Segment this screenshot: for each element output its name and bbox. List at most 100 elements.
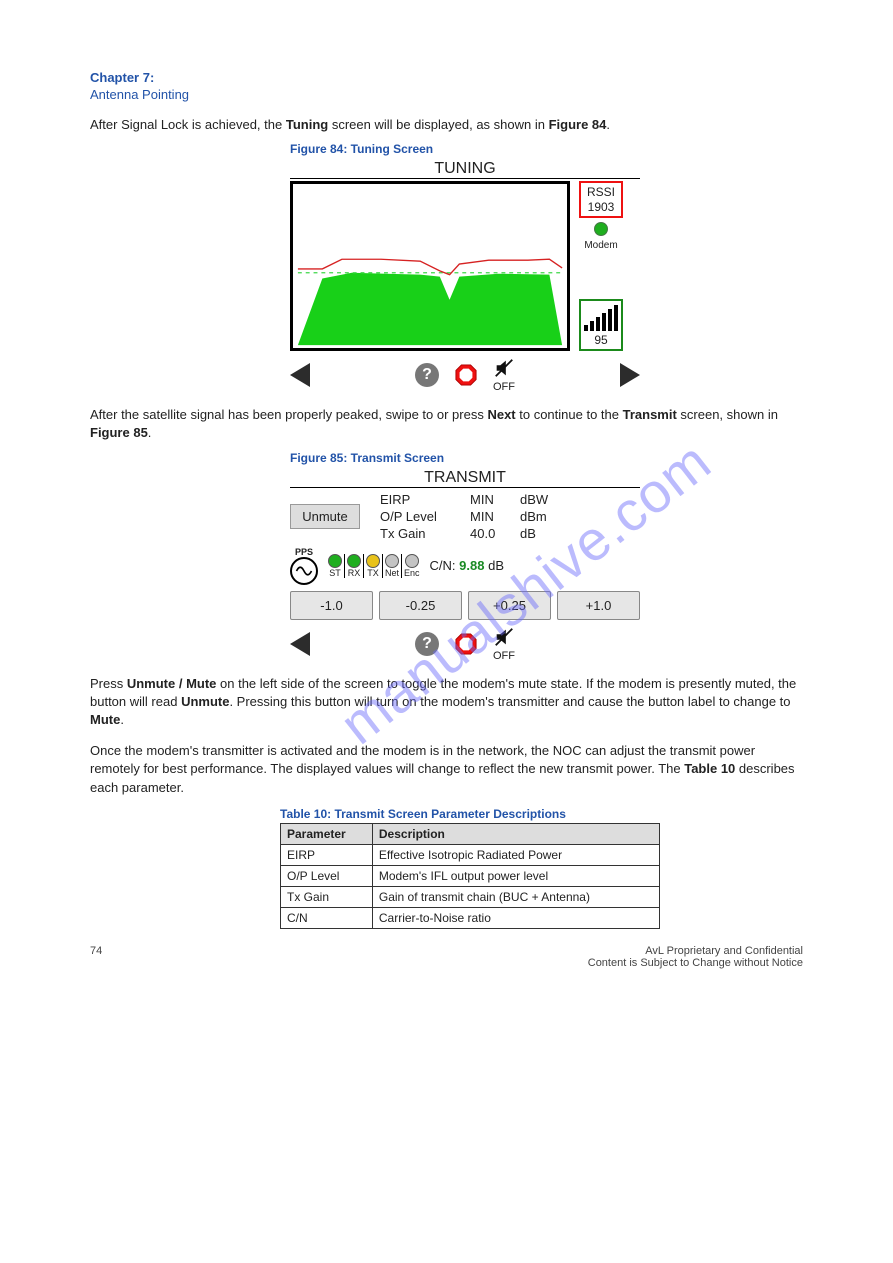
param-unit: dBW [520, 492, 570, 507]
text: . [120, 712, 124, 727]
text: screen, shown in [677, 407, 778, 422]
speaker-mute-icon [493, 626, 515, 648]
speaker-mute-icon [493, 357, 515, 379]
table-cell: Tx Gain [281, 886, 373, 907]
led-label: Net [385, 568, 399, 578]
table-cell: Modem's IFL output power level [372, 865, 659, 886]
footer-text: AvL Proprietary and Confidential Content… [588, 945, 803, 969]
param-key: O/P Level [380, 509, 470, 524]
led-net: Net [383, 554, 402, 578]
step-button[interactable]: -1.0 [290, 591, 373, 620]
spectrum-fill [298, 273, 562, 345]
signal-box: 95 [579, 299, 623, 351]
table-cell: O/P Level [281, 865, 373, 886]
stop-icon[interactable] [455, 364, 477, 386]
cn-value: 9.88 [459, 558, 484, 573]
unmute-mute-word: Unmute / Mute [127, 676, 217, 691]
transmit-title: TRANSMIT [290, 469, 640, 488]
chapter-label: Chapter 7: [90, 70, 803, 85]
text: screen will be displayed, as shown in [328, 117, 548, 132]
table10-caption: Table 10: Transmit Screen Parameter Desc… [280, 807, 803, 821]
speaker-toggle[interactable]: OFF [493, 357, 515, 393]
status-leds: ST RX TX Net Enc [326, 554, 422, 578]
transmit-figure: TRANSMIT Unmute EIRP MIN dBW O/P Level M… [290, 469, 640, 662]
next-arrow-icon[interactable] [620, 363, 640, 387]
text: to continue to the [516, 407, 623, 422]
led-dot-icon [366, 554, 380, 568]
led-label: Enc [404, 568, 420, 578]
text: . [606, 117, 610, 132]
signal-value: 95 [581, 333, 621, 347]
led-label: RX [348, 568, 361, 578]
param-val: 40.0 [470, 526, 520, 541]
table-cell: Carrier-to-Noise ratio [372, 907, 659, 928]
led-dot-icon [347, 554, 361, 568]
step-buttons: -1.0-0.25+0.25+1.0 [290, 591, 640, 620]
tuning-title: TUNING [290, 160, 640, 179]
text: After Signal Lock is achieved, the [90, 117, 286, 132]
mute-word: Mute [90, 712, 120, 727]
table10: Parameter Description EIRPEffective Isot… [280, 823, 660, 929]
step-button[interactable]: -0.25 [379, 591, 462, 620]
pps-icon [290, 557, 318, 585]
post-paragraph-1: Press Unmute / Mute on the left side of … [90, 675, 803, 730]
tuning-figure: TUNING RSSI 1903 Modem 95 [290, 160, 640, 393]
spectrum-display [290, 181, 570, 351]
unmute-word: Unmute [181, 694, 229, 709]
post-paragraph-2: Once the modem's transmitter is activate… [90, 742, 803, 797]
table-row: EIRPEffective Isotropic Radiated Power [281, 844, 660, 865]
led-label: ST [329, 568, 341, 578]
table-row: Tx GainGain of transmit chain (BUC + Ant… [281, 886, 660, 907]
help-icon[interactable]: ? [415, 632, 439, 656]
table-ref: Table 10 [684, 761, 735, 776]
param-val: MIN [470, 509, 520, 524]
stop-icon[interactable] [455, 633, 477, 655]
transmit-word: Transmit [623, 407, 677, 422]
figure84-caption: Figure 84: Tuning Screen [290, 142, 803, 156]
cn-label: C/N: [430, 558, 456, 573]
param-val: MIN [470, 492, 520, 507]
modem-led-icon [594, 222, 608, 236]
rssi-value: 1903 [581, 200, 621, 214]
speaker-toggle[interactable]: OFF [493, 626, 515, 662]
speaker-label: OFF [493, 381, 515, 393]
figure-ref: Figure 85 [90, 425, 148, 440]
led-tx: TX [364, 554, 383, 578]
step-button[interactable]: +1.0 [557, 591, 640, 620]
led-dot-icon [405, 554, 419, 568]
help-icon[interactable]: ? [415, 363, 439, 387]
led-label: TX [367, 568, 379, 578]
led-enc: Enc [402, 554, 422, 578]
table-cell: EIRP [281, 844, 373, 865]
table-header: Parameter [281, 823, 373, 844]
intro-paragraph: After Signal Lock is achieved, the Tunin… [90, 116, 803, 134]
param-unit: dB [520, 526, 570, 541]
page-footer: 74 AvL Proprietary and Confidential Cont… [90, 945, 803, 969]
text: Once the modem's transmitter is activate… [90, 743, 755, 776]
table-row: O/P LevelModem's IFL output power level [281, 865, 660, 886]
rssi-label: RSSI [581, 185, 621, 199]
table-cell: C/N [281, 907, 373, 928]
figure85-caption: Figure 85: Transmit Screen [290, 451, 803, 465]
table-header: Description [372, 823, 659, 844]
mid-paragraph: After the satellite signal has been prop… [90, 406, 803, 442]
prev-arrow-icon[interactable] [290, 632, 310, 656]
page-number: 74 [90, 945, 102, 969]
param-key: EIRP [380, 492, 470, 507]
text: . [148, 425, 152, 440]
step-button[interactable]: +0.25 [468, 591, 551, 620]
table-cell: Effective Isotropic Radiated Power [372, 844, 659, 865]
modem-label: Modem [584, 240, 617, 251]
table-cell: Gain of transmit chain (BUC + Antenna) [372, 886, 659, 907]
cn-unit: dB [488, 558, 504, 573]
next-word: Next [487, 407, 515, 422]
param-key: Tx Gain [380, 526, 470, 541]
speaker-label: OFF [493, 650, 515, 662]
signal-bars-icon [581, 303, 621, 331]
unmute-button[interactable]: Unmute [290, 504, 360, 529]
tuning-word: Tuning [286, 117, 328, 132]
text: Press [90, 676, 127, 691]
prev-arrow-icon[interactable] [290, 363, 310, 387]
text: After the satellite signal has been prop… [90, 407, 487, 422]
cn-readout: C/N: 9.88 dB [430, 558, 504, 573]
